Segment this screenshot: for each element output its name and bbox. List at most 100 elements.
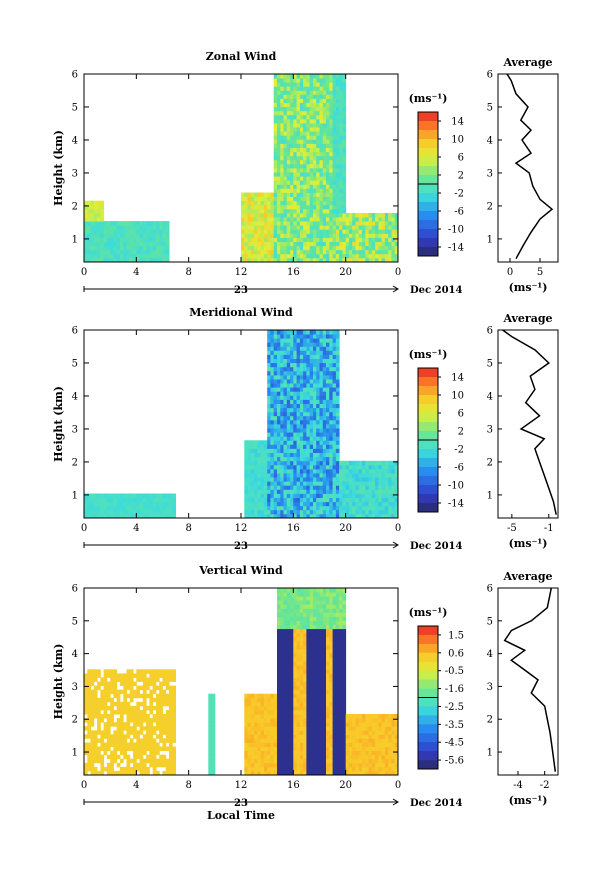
field-cell <box>309 640 314 646</box>
field-cell <box>303 730 307 735</box>
field-cell <box>316 362 320 368</box>
field-cell <box>169 497 173 503</box>
field-cell <box>93 742 98 747</box>
field-cell <box>286 608 291 613</box>
field-cell <box>296 82 301 87</box>
field-cell <box>326 714 330 719</box>
field-cell <box>293 233 297 238</box>
field-cell <box>309 253 314 259</box>
field-cell <box>316 241 320 247</box>
field-cell <box>296 74 301 79</box>
field-cell <box>299 758 304 764</box>
field-cell <box>139 730 144 735</box>
field-cell <box>378 257 383 263</box>
field-cell <box>257 485 262 490</box>
field-cell <box>250 762 255 768</box>
field-cell <box>319 221 324 226</box>
field-cell <box>254 750 258 756</box>
field-cell <box>362 217 366 222</box>
field-cell <box>283 119 288 124</box>
field-cell <box>126 705 131 711</box>
field-cell <box>303 342 307 347</box>
field-cell <box>87 513 91 519</box>
field-cell <box>371 477 376 482</box>
field-cell <box>368 225 373 230</box>
field-cell <box>335 155 340 161</box>
field-cell <box>290 354 294 359</box>
field-cell <box>352 485 356 490</box>
field-cell <box>316 102 320 108</box>
field-cell <box>208 714 212 719</box>
field-cell <box>90 208 95 214</box>
field-cell <box>299 155 304 161</box>
field-cell <box>283 730 288 735</box>
field-cell <box>100 493 105 498</box>
field-cell <box>322 649 327 654</box>
field-cell <box>316 350 320 355</box>
field-cell <box>280 681 284 686</box>
field-cell <box>293 649 297 654</box>
field-cell <box>84 734 88 739</box>
field-cell <box>296 750 301 756</box>
field-cell <box>260 485 265 490</box>
field-cell <box>296 714 301 719</box>
field-cell <box>106 237 111 242</box>
field-cell <box>286 440 291 445</box>
field-cell <box>326 196 330 202</box>
field-cell <box>162 681 167 686</box>
field-cell <box>296 245 301 251</box>
field-cell <box>329 346 333 351</box>
field-cell <box>84 501 88 507</box>
field-cell <box>280 766 284 772</box>
field-cell <box>326 411 330 417</box>
field-cell <box>162 701 167 707</box>
field-cell <box>319 399 324 404</box>
field-cell <box>159 730 163 735</box>
field-cell <box>290 411 294 417</box>
field-cell <box>329 168 333 173</box>
field-cell <box>313 428 317 433</box>
field-cell <box>313 151 317 157</box>
field-cell <box>244 758 248 764</box>
field-cell <box>280 616 284 621</box>
field-cell <box>280 245 284 251</box>
field-cell <box>260 444 265 449</box>
field-cell <box>116 509 121 515</box>
field-cell <box>142 513 147 519</box>
field-cell <box>313 395 317 400</box>
field-cell <box>299 168 304 173</box>
field-cell <box>316 469 320 474</box>
field-cell <box>110 762 114 768</box>
field-cell <box>277 143 281 148</box>
field-cell <box>129 697 134 703</box>
field-cell <box>319 428 324 433</box>
field-cell <box>280 102 284 108</box>
field-cell <box>381 217 386 222</box>
field-cell <box>267 714 271 719</box>
field-cell <box>335 448 340 453</box>
field-cell <box>247 245 252 251</box>
field-cell <box>339 200 343 206</box>
field-cell <box>273 460 278 466</box>
field-cell <box>93 493 98 498</box>
field-cell <box>290 395 294 400</box>
field-cell <box>332 346 337 351</box>
field-cell <box>296 473 301 478</box>
field-cell <box>313 143 317 148</box>
field-cell <box>87 669 91 674</box>
field-cell <box>247 726 252 731</box>
field-cell <box>316 754 320 760</box>
field-cell <box>280 677 284 682</box>
field-cell <box>332 407 337 413</box>
field-cell <box>277 375 281 380</box>
field-cell <box>286 387 291 392</box>
field-cell <box>329 407 333 413</box>
field-cell <box>322 123 327 128</box>
field-cell <box>322 229 327 234</box>
average-y-tick-label: 1 <box>487 490 493 501</box>
colorbar-bin <box>418 503 438 513</box>
field-cell <box>273 428 278 433</box>
field-cell <box>280 746 284 751</box>
field-cell <box>277 362 281 368</box>
field-cell <box>286 217 291 222</box>
